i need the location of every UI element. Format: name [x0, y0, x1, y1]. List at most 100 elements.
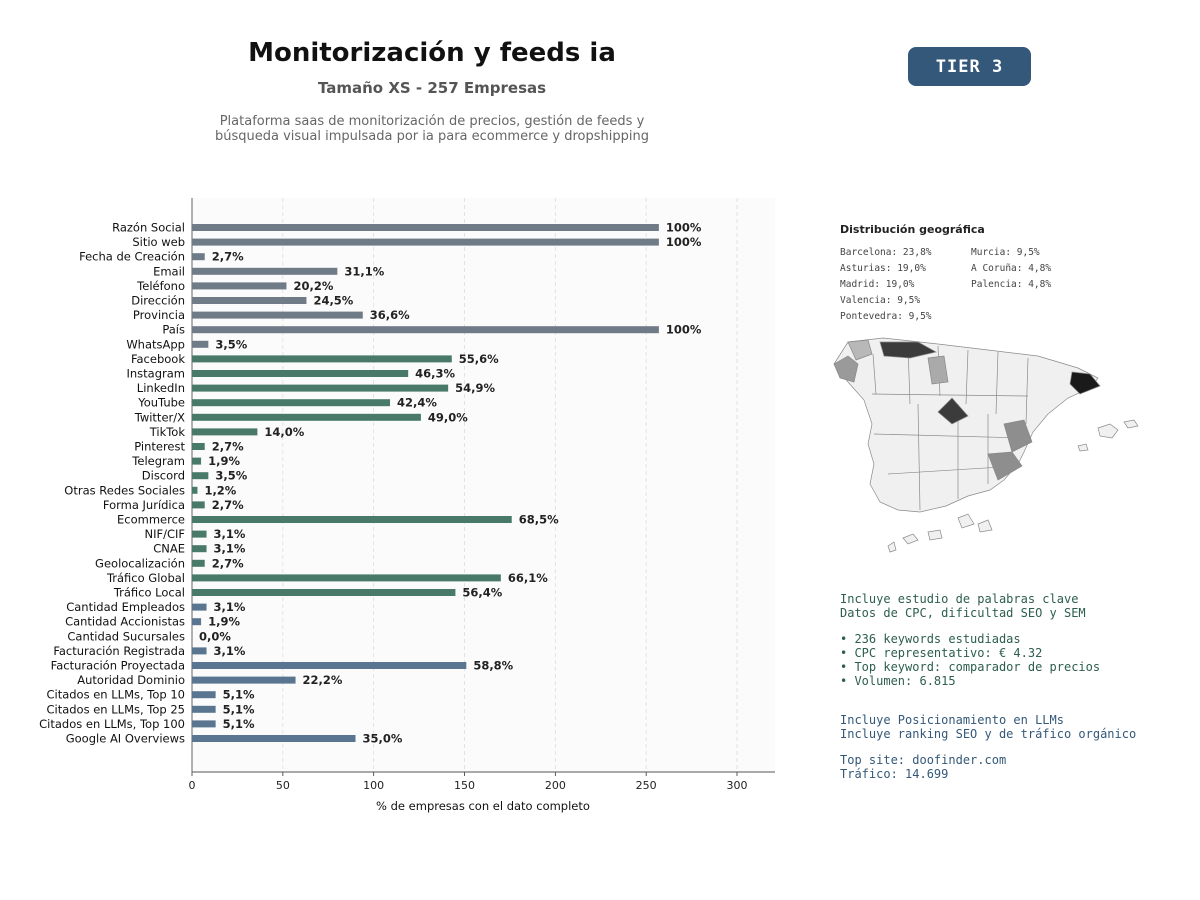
data-label: 2,7%	[212, 250, 244, 264]
bar	[192, 574, 501, 582]
data-label: 68,5%	[519, 513, 559, 527]
y-tick-label: Geolocalización	[95, 556, 185, 570]
data-label: 2,7%	[212, 440, 244, 454]
data-label: 5,1%	[223, 688, 255, 702]
region-valencia	[1003, 419, 1033, 453]
y-tick-label: Provincia	[133, 308, 185, 322]
bar	[192, 647, 207, 655]
data-label: 58,8%	[473, 659, 513, 673]
description-line-2: búsqueda visual impulsada por ia para ec…	[215, 129, 649, 144]
region-galicia-pontevedra	[833, 355, 859, 383]
bar	[192, 253, 205, 261]
data-label: 3,5%	[215, 337, 247, 351]
region-murcia	[987, 451, 1023, 481]
data-label: 1,2%	[204, 483, 236, 497]
bar	[192, 589, 456, 596]
data-label: 100%	[666, 235, 702, 249]
y-tick-label: Forma Jurídica	[103, 498, 185, 512]
x-tick-label: 150	[454, 779, 475, 792]
bar	[192, 267, 338, 275]
bar	[192, 705, 216, 713]
y-tick-label: WhatsApp	[126, 337, 185, 351]
data-label: 66,1%	[508, 571, 548, 585]
bar	[192, 545, 207, 553]
y-tick-label: Tráfico Global	[106, 571, 185, 585]
data-label: 5,1%	[223, 717, 255, 731]
data-label: 31,1%	[344, 264, 384, 278]
y-tick-label: Ecommerce	[117, 513, 185, 527]
data-label: 1,9%	[208, 615, 240, 629]
bar	[192, 691, 216, 699]
keywords-line-1: Incluye estudio de palabras clave	[840, 592, 1079, 606]
data-label: 22,2%	[303, 673, 343, 687]
y-tick-label: Google AI Overviews	[66, 732, 185, 746]
balearic-islands-shape	[1097, 423, 1119, 439]
geo-item: Barcelona: 23,8%	[840, 247, 932, 258]
y-tick-label: YouTube	[137, 396, 185, 410]
x-axis-label: % de empresas con el dato completo	[376, 799, 590, 813]
data-label: 14,0%	[264, 425, 304, 439]
page-title: Monitorización y feeds ia	[248, 38, 616, 68]
data-label: 20,2%	[293, 279, 333, 293]
seo-panel: Incluye Posicionamiento en LLMs Incluye …	[840, 713, 1136, 781]
bar	[192, 282, 287, 290]
seo-top-site: Top site: doofinder.com	[840, 753, 1007, 767]
data-label: 3,1%	[214, 600, 246, 614]
bar	[192, 384, 449, 392]
geo-item: Pontevedra: 9,5%	[840, 311, 932, 322]
x-tick-label: 50	[276, 779, 290, 792]
bar	[192, 676, 296, 684]
geo-item: Asturias: 19,0%	[840, 263, 926, 274]
y-tick-label: Cantidad Empleados	[66, 600, 185, 614]
y-tick-label: CNAE	[153, 542, 185, 556]
data-label: 36,6%	[370, 308, 410, 322]
bar	[192, 399, 391, 407]
geo-item: Palencia: 4,8%	[971, 279, 1052, 290]
geo-item: Murcia: 9,5%	[971, 247, 1040, 258]
keywords-bullet: • CPC representativo: € 4.32	[840, 646, 1043, 660]
data-label: 49,0%	[428, 410, 468, 424]
bar	[192, 720, 216, 728]
y-tick-label: Citados en LLMs, Top 100	[39, 717, 185, 731]
data-label: 46,3%	[415, 367, 455, 381]
bar	[192, 486, 198, 494]
spain-map	[833, 337, 1139, 553]
x-tick-label: 100	[363, 779, 384, 792]
y-tick-label: Telegram	[131, 454, 185, 468]
y-tick-label: Autoridad Dominio	[77, 673, 185, 687]
spain-mainland-shape	[833, 337, 1099, 513]
seo-line-1: Incluye Posicionamiento en LLMs	[840, 713, 1064, 727]
y-tick-label: Email	[153, 264, 185, 278]
bar	[192, 340, 209, 348]
bar	[192, 370, 409, 377]
region-asturias	[879, 341, 937, 359]
bar	[192, 413, 421, 421]
y-tick-label: Facturación Proyectada	[51, 659, 185, 673]
geo-item: Madrid: 19,0%	[840, 279, 915, 290]
bar	[192, 297, 307, 304]
bar	[192, 326, 659, 334]
geo-item: Valencia: 9,5%	[840, 295, 921, 306]
keywords-bullet: • Top keyword: comparador de precios	[840, 660, 1101, 674]
y-tick-label: Tráfico Local	[113, 586, 185, 600]
y-tick-label: Dirección	[131, 294, 185, 308]
tier-badge: TIER 3	[908, 47, 1031, 86]
y-tick-label: Cantidad Sucursales	[67, 629, 185, 643]
bar	[192, 559, 205, 567]
bar	[192, 530, 207, 538]
keywords-panel: Incluye estudio de palabras clave Datos …	[840, 592, 1100, 688]
y-tick-label: Facturación Registrada	[53, 644, 185, 658]
bar	[192, 428, 258, 436]
data-label: 3,1%	[214, 542, 246, 556]
data-label: 42,4%	[397, 396, 437, 410]
data-label: 55,6%	[459, 352, 499, 366]
y-tick-label: NIF/CIF	[144, 527, 185, 541]
y-tick-label: Facebook	[131, 352, 185, 366]
bar	[192, 662, 467, 669]
y-tick-label: Fecha de Creación	[79, 250, 185, 264]
keywords-bullet: • Volumen: 6.815	[840, 674, 956, 688]
page-description: Plataforma saas de monitorización de pre…	[182, 114, 682, 144]
data-label: 56,4%	[462, 586, 502, 600]
bar	[192, 735, 356, 742]
page-subtitle: Tamaño XS - 257 Empresas	[317, 79, 547, 97]
